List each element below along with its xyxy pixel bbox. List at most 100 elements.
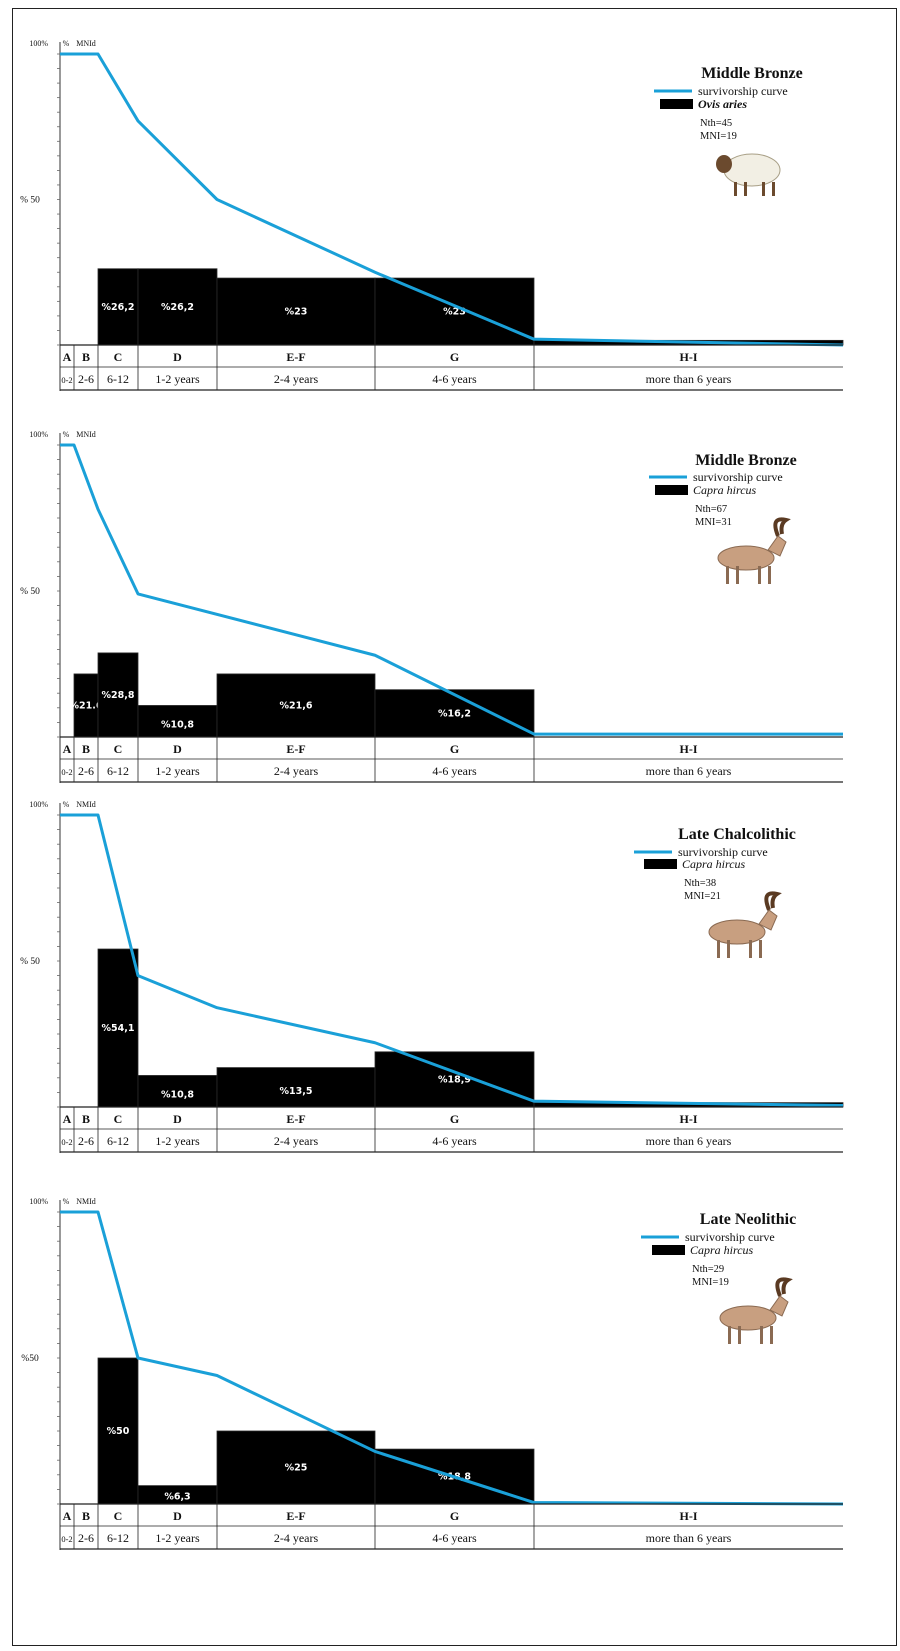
bar-label-C: %26,2 xyxy=(102,302,135,313)
bar-label-E-F: %21,6 xyxy=(280,700,313,711)
stat-mni: MNI=19 xyxy=(700,131,737,142)
stat-mni: MNI=31 xyxy=(695,517,732,528)
age-range-B: 2-6 xyxy=(78,1134,94,1148)
bar-label-D: %10,8 xyxy=(161,1089,194,1100)
age-range-A: 0-2 xyxy=(61,1137,72,1147)
goat-leg xyxy=(749,940,752,958)
sheep-leg xyxy=(772,182,775,196)
age-range-H-I: more than 6 years xyxy=(646,1531,732,1545)
category-B: B xyxy=(82,350,90,364)
age-range-A: 0-2 xyxy=(61,1534,72,1544)
stat-mni: MNI=21 xyxy=(684,891,721,902)
age-range-B: 2-6 xyxy=(78,1531,94,1545)
category-H-I: H-I xyxy=(680,742,698,756)
goat-leg xyxy=(726,566,729,584)
age-range-E-F: 2-4 years xyxy=(274,372,319,386)
goat-leg xyxy=(770,1326,773,1344)
age-range-G: 4-6 years xyxy=(432,764,477,778)
y-label-top: 100% xyxy=(29,39,48,48)
stat-nth: Nth=45 xyxy=(700,118,732,129)
age-range-E-F: 2-4 years xyxy=(274,764,319,778)
goat-neck xyxy=(769,1295,789,1317)
goat-leg xyxy=(768,566,771,584)
category-D: D xyxy=(173,742,182,756)
survivorship-line xyxy=(60,813,844,1108)
bar-G xyxy=(374,277,535,346)
age-range-C: 6-12 xyxy=(107,372,129,386)
header-mni: NMId xyxy=(76,1197,96,1206)
goat-leg xyxy=(727,940,730,958)
bar-C xyxy=(97,268,139,346)
goat-leg xyxy=(736,566,739,584)
bar-label-D: %10,8 xyxy=(161,719,194,730)
bar-label-D: %6,3 xyxy=(164,1492,190,1503)
goat-leg xyxy=(758,566,761,584)
category-E-F: E-F xyxy=(286,350,305,364)
category-C: C xyxy=(114,742,123,756)
header-pct: % xyxy=(63,39,70,48)
goat-leg xyxy=(759,940,762,958)
goat-horns xyxy=(764,891,782,911)
bar-E-F xyxy=(216,1430,376,1505)
age-range-D: 1-2 years xyxy=(155,764,200,778)
category-B: B xyxy=(82,1509,90,1523)
header-pct: % xyxy=(63,430,70,439)
header-pct: % xyxy=(63,800,70,809)
bar-C xyxy=(97,948,139,1108)
header-mni: MNId xyxy=(76,430,96,439)
age-range-A: 0-2 xyxy=(61,767,72,777)
stat-mni: MNI=19 xyxy=(692,1277,729,1288)
y-label-mid: % 50 xyxy=(20,587,40,597)
category-H-I: H-I xyxy=(680,350,698,364)
category-H-I: H-I xyxy=(680,1112,698,1126)
category-A: A xyxy=(63,1112,72,1126)
category-E-F: E-F xyxy=(286,1509,305,1523)
goat-neck xyxy=(767,535,787,557)
sheep-leg xyxy=(734,182,737,196)
sheep-icon xyxy=(716,153,781,196)
age-range-H-I: more than 6 years xyxy=(646,764,732,778)
header-mni: NMId xyxy=(76,800,96,809)
goat-horns xyxy=(773,517,791,537)
category-G: G xyxy=(450,1509,459,1523)
age-range-D: 1-2 years xyxy=(155,1134,200,1148)
stat-nth: Nth=67 xyxy=(695,504,727,515)
chart-title: Middle Bronze xyxy=(695,452,796,469)
legend-bar-label: Capra hircus xyxy=(690,1243,754,1257)
stat-nth: Nth=29 xyxy=(692,1264,724,1275)
bar-label-D: %26,2 xyxy=(161,302,194,313)
bar-label-C: %28,8 xyxy=(102,690,135,701)
category-G: G xyxy=(450,350,459,364)
age-range-C: 6-12 xyxy=(107,1134,129,1148)
bar-label-C: %50 xyxy=(107,1426,130,1437)
y-label-mid: %50 xyxy=(21,1354,39,1364)
age-range-G: 4-6 years xyxy=(432,1134,477,1148)
goat-body xyxy=(719,1305,777,1331)
sheep-leg xyxy=(762,182,765,196)
legend-bar-label: Capra hircus xyxy=(693,483,757,497)
bar-E-F xyxy=(216,673,376,738)
bar-E-F xyxy=(216,277,376,346)
category-A: A xyxy=(63,350,72,364)
legend-bar-swatch xyxy=(652,1245,685,1255)
bar-label-E-F: %23 xyxy=(285,307,308,318)
age-range-C: 6-12 xyxy=(107,764,129,778)
legend-line-label: survivorship curve xyxy=(678,845,768,859)
chart-title: Middle Bronze xyxy=(701,65,802,82)
y-label-top: 100% xyxy=(29,800,48,809)
legend-bar-label: Capra hircus xyxy=(682,857,746,871)
legend-bar-label: Ovis aries xyxy=(698,97,747,111)
goat-leg xyxy=(738,1326,741,1344)
y-label-top: 100% xyxy=(29,1197,48,1206)
legend-line-label: survivorship curve xyxy=(698,84,788,98)
age-range-B: 2-6 xyxy=(78,764,94,778)
age-range-D: 1-2 years xyxy=(155,1531,200,1545)
chart-title: Late Neolithic xyxy=(700,1211,796,1228)
category-H-I: H-I xyxy=(680,1509,698,1523)
goat-neck xyxy=(758,909,778,931)
age-range-C: 6-12 xyxy=(107,1531,129,1545)
category-A: A xyxy=(63,742,72,756)
category-C: C xyxy=(114,1509,123,1523)
bar-G xyxy=(374,689,535,738)
category-D: D xyxy=(173,1112,182,1126)
